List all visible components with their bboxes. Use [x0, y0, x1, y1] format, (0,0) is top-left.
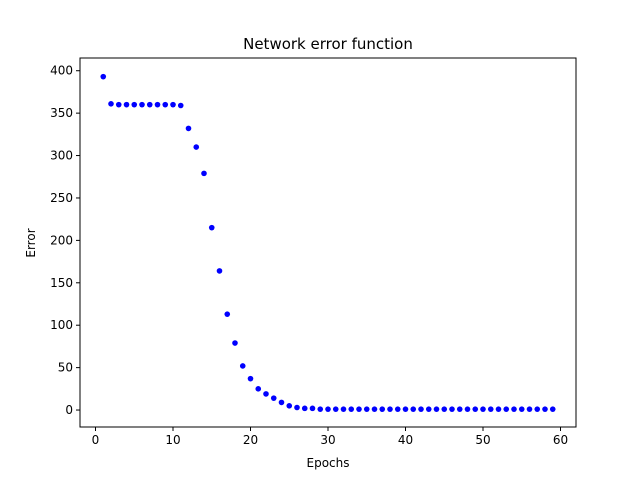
y-tick-label: 400 [50, 64, 73, 78]
data-points [100, 73, 556, 412]
data-point [115, 101, 122, 108]
data-point [247, 375, 254, 382]
data-point [208, 224, 215, 231]
data-point [480, 406, 486, 412]
data-point [131, 101, 138, 108]
data-point [286, 402, 293, 409]
data-point [224, 311, 231, 317]
data-point [201, 170, 207, 177]
data-point [100, 73, 107, 80]
data-point [487, 406, 494, 412]
data-point [387, 406, 393, 412]
data-point [363, 406, 370, 412]
x-tick-label: 20 [243, 433, 258, 447]
y-tick-label: 50 [58, 361, 73, 375]
y-axis-ticks: 0 50 100 150 200 250 300 350 400 [50, 64, 80, 417]
data-point [123, 101, 130, 108]
chart-title: Network error function [243, 35, 413, 53]
data-point [170, 101, 176, 108]
y-tick-label: 150 [50, 276, 73, 290]
x-tick-label: 60 [553, 433, 568, 447]
x-tick-label: 0 [92, 433, 100, 447]
x-axis-ticks: 0 10 20 30 40 50 60 [92, 427, 568, 447]
data-point [495, 406, 502, 412]
data-point [309, 405, 316, 412]
data-point [394, 406, 401, 412]
data-point [534, 406, 541, 412]
x-tick-label: 40 [398, 433, 413, 447]
y-tick-label: 250 [50, 191, 73, 205]
x-tick-label: 30 [320, 433, 335, 447]
data-point [185, 125, 192, 132]
data-point [449, 406, 455, 412]
data-point [518, 406, 525, 412]
x-tick-label: 10 [165, 433, 180, 447]
data-point [526, 406, 533, 412]
y-tick-label: 300 [50, 149, 73, 163]
data-point [402, 406, 409, 412]
data-point [441, 406, 448, 412]
data-point [294, 404, 300, 411]
data-point [232, 340, 238, 346]
data-point [340, 406, 347, 412]
data-point [154, 101, 161, 108]
data-point [263, 391, 269, 397]
data-point [332, 406, 339, 412]
y-tick-label: 0 [65, 403, 73, 417]
data-point [146, 101, 153, 108]
data-point [239, 363, 246, 369]
data-point [317, 406, 324, 412]
plot-frame [79, 57, 577, 428]
data-point [371, 406, 378, 412]
data-point [301, 405, 308, 412]
data-point [456, 406, 463, 412]
data-point [356, 406, 362, 412]
data-point [177, 102, 184, 109]
data-point [348, 406, 355, 412]
x-axis-label: Epochs [307, 456, 350, 470]
y-tick-label: 200 [50, 233, 73, 247]
data-point [511, 406, 517, 412]
data-point [216, 268, 223, 274]
data-point [542, 406, 548, 412]
data-point [418, 406, 424, 412]
data-point [410, 406, 417, 412]
y-tick-label: 350 [50, 106, 73, 120]
data-point [255, 386, 262, 392]
data-point [379, 406, 386, 412]
data-point [270, 395, 277, 401]
data-point [503, 406, 510, 412]
y-tick-label: 100 [50, 318, 73, 332]
data-point [464, 406, 471, 412]
data-point [549, 406, 556, 412]
x-tick-label: 50 [475, 433, 490, 447]
data-point [433, 406, 440, 412]
data-point [278, 399, 285, 406]
data-point [193, 144, 200, 150]
data-point [162, 101, 169, 108]
data-point [325, 406, 331, 412]
y-axis-label: Error [24, 228, 38, 257]
data-point [472, 406, 479, 412]
data-point [108, 101, 114, 107]
data-point [425, 406, 432, 412]
data-point [139, 101, 145, 108]
